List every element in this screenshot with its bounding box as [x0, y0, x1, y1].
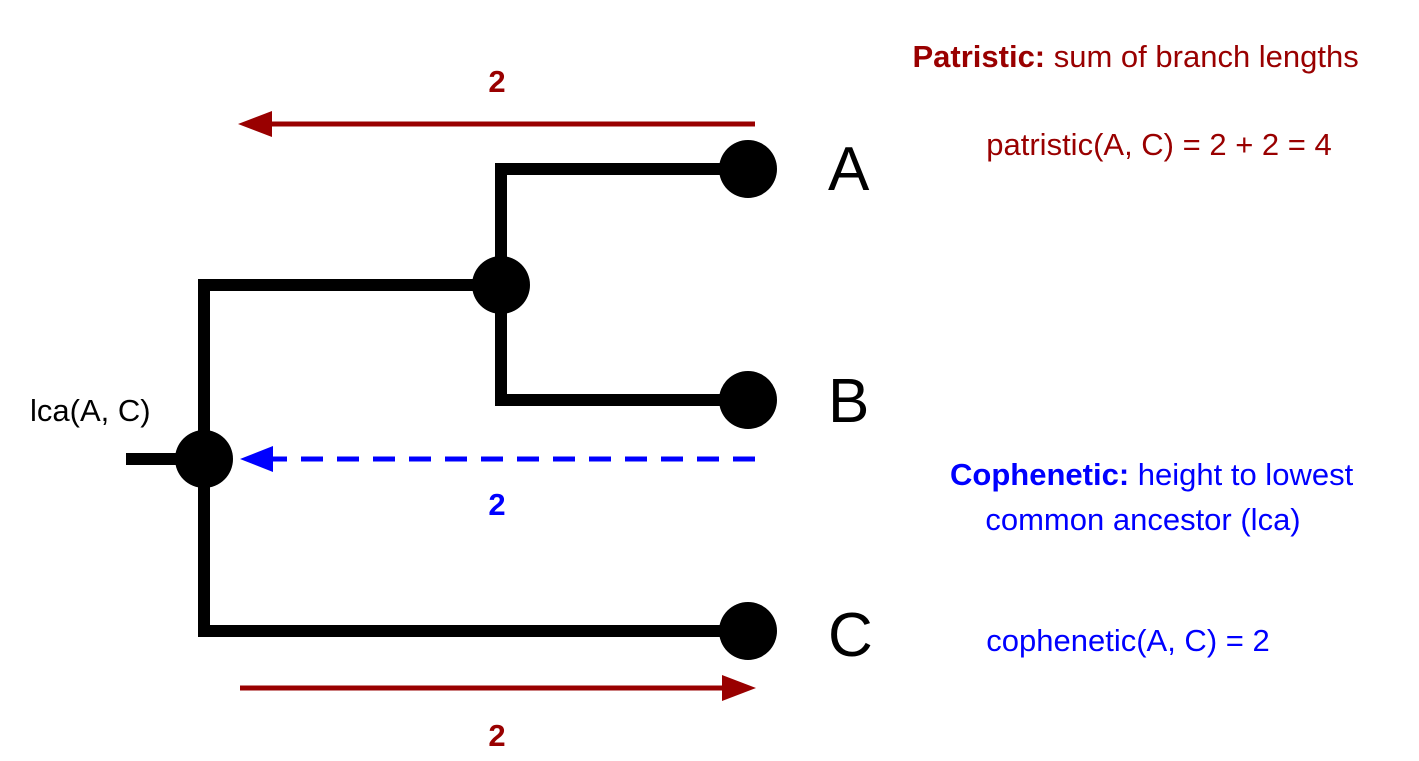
patristic-heading-rest: sum of branch lengths	[1045, 39, 1359, 74]
cophenetic-heading-bold: Cophenetic:	[950, 457, 1129, 492]
leaf-label-c: C	[828, 601, 873, 670]
leaf-label-b: B	[828, 367, 869, 436]
arrowhead-right-icon	[722, 675, 756, 701]
tree-branches	[126, 163, 748, 637]
cophenetic-heading: Cophenetic: height to lowest	[907, 457, 1379, 492]
internal-node	[472, 256, 530, 314]
patristic-top-arrow-label: 2	[488, 64, 505, 99]
patristic-heading-bold: Patristic:	[912, 39, 1045, 74]
cophenetic-arrow	[240, 446, 755, 472]
patristic-formula: patristic(A, C) = 2 + 2 = 4	[986, 127, 1331, 162]
arrowhead-left-icon	[240, 446, 273, 472]
leaf-node-a	[719, 140, 777, 198]
arrowhead-left-icon	[238, 111, 272, 137]
cophenetic-heading-rest: height to lowest	[1129, 457, 1353, 492]
patristic-heading: Patristic: sum of branch lengths	[869, 39, 1384, 74]
tree-nodes	[175, 140, 777, 660]
patristic-bottom-arrow	[240, 675, 756, 701]
patristic-top-arrow	[238, 111, 755, 137]
leaf-label-a: A	[828, 135, 870, 204]
patristic-bottom-arrow-label: 2	[488, 718, 505, 753]
cophenetic-formula: cophenetic(A, C) = 2	[986, 623, 1269, 658]
lca-node	[175, 430, 233, 488]
cophenetic-arrow-label: 2	[488, 487, 505, 522]
leaf-node-b	[719, 371, 777, 429]
cophenetic-heading-line2: common ancestor (lca)	[985, 502, 1300, 537]
leaf-node-c	[719, 602, 777, 660]
lca-label: lca(A, C)	[30, 393, 151, 428]
